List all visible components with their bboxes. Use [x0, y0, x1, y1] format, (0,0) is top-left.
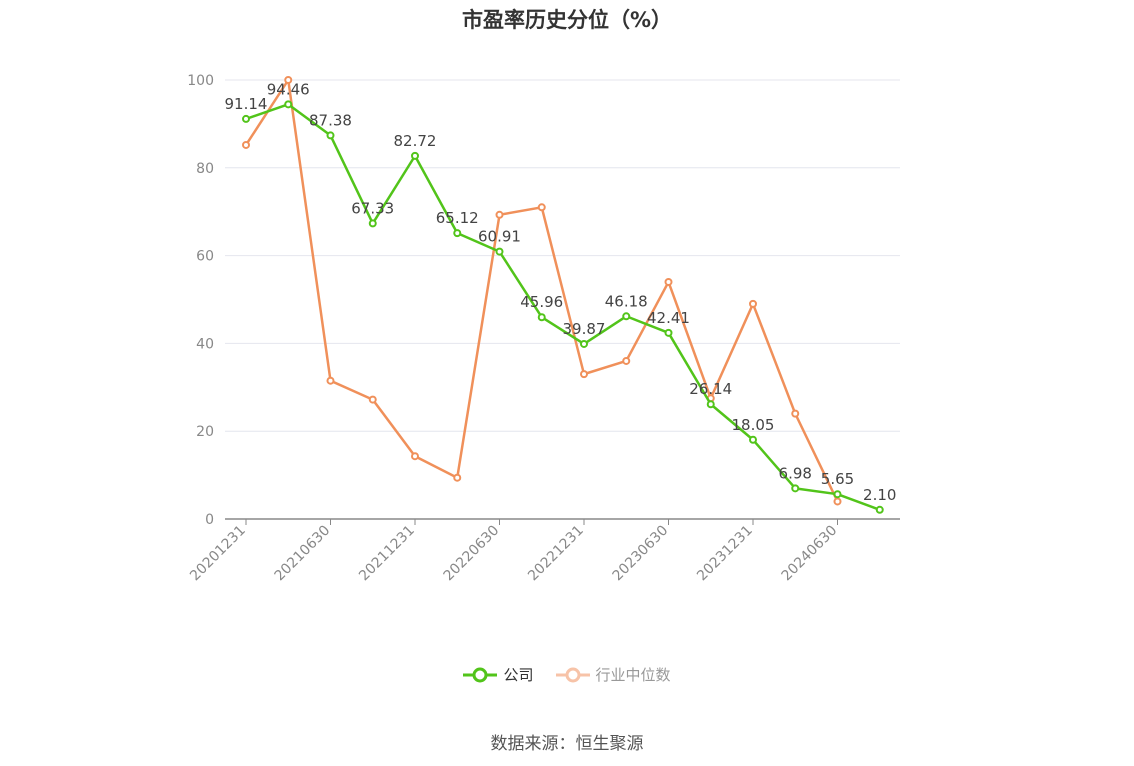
legend-item-industry[interactable]: 行业中位数	[555, 664, 671, 685]
data-point-company[interactable]	[537, 313, 546, 322]
data-label: 46.18	[605, 292, 648, 310]
data-label: 42.41	[647, 309, 690, 327]
y-tick-label: 0	[205, 512, 214, 528]
data-label: 67.33	[351, 199, 394, 217]
data-point-industry[interactable]	[537, 203, 546, 212]
legend-company-marker-icon	[463, 667, 498, 682]
data-point-industry[interactable]	[453, 473, 462, 482]
data-point-company[interactable]	[580, 339, 588, 348]
data-point-industry[interactable]	[833, 497, 842, 506]
y-tick-label: 80	[196, 161, 214, 177]
x-tick-label: 20211231	[356, 523, 418, 585]
data-point-company[interactable]	[791, 484, 800, 493]
data-point-company[interactable]	[875, 505, 884, 514]
data-point-industry[interactable]	[411, 452, 419, 461]
data-source: 数据来源：恒生聚源	[490, 734, 644, 754]
data-point-industry[interactable]	[242, 140, 250, 149]
data-label: 65.12	[436, 209, 479, 227]
data-point-industry[interactable]	[284, 76, 293, 84]
data-point-company[interactable]	[368, 219, 377, 228]
data-label: 6.98	[779, 464, 812, 482]
y-tick-label: 60	[196, 249, 214, 265]
y-tick-label: 40	[196, 336, 214, 352]
data-point-industry[interactable]	[326, 376, 335, 385]
data-point-company[interactable]	[664, 328, 673, 337]
data-point-company[interactable]	[749, 435, 757, 444]
data-label: 18.05	[732, 416, 775, 434]
axes: 0 20 40 60 80 100 20201231 20210630 20211231 2022…	[187, 73, 900, 584]
x-tick-label: 20201231	[187, 523, 249, 585]
data-label: 5.65	[821, 470, 854, 488]
y-tick-label: 20	[196, 424, 214, 440]
data-label: 26.14	[689, 380, 732, 398]
data-point-industry[interactable]	[749, 299, 757, 308]
data-point-company[interactable]	[453, 229, 462, 238]
data-point-industry[interactable]	[622, 356, 631, 365]
series-line-company	[245, 103, 881, 511]
data-point-industry[interactable]	[664, 277, 673, 286]
data-point-company[interactable]	[495, 247, 504, 256]
data-label: 87.38	[309, 111, 352, 129]
x-tick-label: 20240630	[779, 523, 841, 585]
legend-company-label: 公司	[503, 666, 534, 684]
chart-title: 市盈率历史分位（%）	[461, 8, 673, 32]
data-point-company[interactable]	[326, 131, 335, 140]
x-tick-label: 20230630	[610, 523, 672, 585]
data-point-company[interactable]	[622, 312, 631, 321]
data-point-company[interactable]	[411, 151, 419, 160]
data-point-industry[interactable]	[495, 210, 504, 219]
x-tick-label: 20220630	[441, 523, 503, 585]
data-label: 82.72	[394, 132, 437, 150]
y-tick-label: 100	[187, 73, 214, 89]
data-label: 94.46	[267, 80, 310, 98]
x-tick-label: 20221231	[525, 523, 587, 585]
data-label: 45.96	[520, 293, 563, 311]
series-lines	[242, 76, 884, 514]
grid-lines	[225, 79, 900, 432]
data-point-industry[interactable]	[791, 409, 800, 418]
data-point-industry[interactable]	[368, 395, 377, 404]
x-tick-label: 20210630	[272, 523, 334, 585]
data-point-company[interactable]	[706, 400, 715, 409]
data-point-company[interactable]	[833, 490, 842, 499]
data-point-company[interactable]	[284, 100, 293, 109]
data-label: 2.10	[863, 486, 896, 504]
data-label: 91.14	[225, 95, 268, 113]
legend-industry-label: 行业中位数	[595, 666, 671, 684]
data-point-industry[interactable]	[580, 370, 588, 379]
data-point-company[interactable]	[242, 114, 250, 123]
legend-item-company[interactable]: 公司	[463, 664, 534, 685]
legend: 公司 行业中位数	[0, 664, 1134, 685]
data-label: 39.87	[563, 320, 606, 338]
data-label: 60.91	[478, 228, 521, 246]
x-tick-label: 20231231	[694, 523, 756, 585]
legend-industry-marker-icon	[555, 667, 590, 682]
